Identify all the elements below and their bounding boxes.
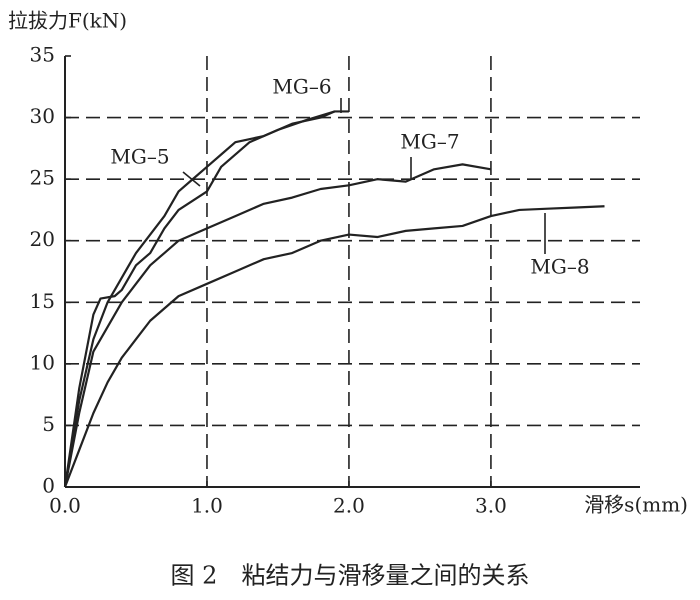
x-tick-label: 2.0 — [333, 494, 365, 518]
y-tick-label: 30 — [30, 104, 55, 128]
y-tick-label: 25 — [30, 166, 55, 190]
x-tick-label: 1.0 — [191, 494, 223, 518]
y-tick-label: 15 — [30, 289, 55, 313]
series-label: MG–6 — [272, 75, 331, 99]
series-line — [63, 110, 349, 488]
series-label: MG–8 — [530, 255, 589, 279]
y-tick-label: 0 — [42, 474, 55, 498]
x-tick-label: 0.0 — [49, 494, 81, 518]
series-label: MG–7 — [400, 130, 459, 154]
y-tick-label: 35 — [30, 43, 55, 67]
y-tick-label: 10 — [30, 350, 55, 374]
series-line — [63, 163, 492, 488]
series-label: MG–5 — [110, 145, 169, 169]
x-axis-label: 滑移s(mm) — [584, 493, 688, 517]
label-leader — [182, 171, 201, 187]
series-line — [63, 205, 605, 488]
series-line — [63, 110, 336, 488]
y-axis-label: 拉拔力F(kN) — [8, 9, 127, 33]
y-tick-label: 20 — [30, 227, 55, 251]
caption: 图 2 粘结力与滑移量之间的关系 — [171, 562, 530, 590]
y-tick-label: 5 — [42, 412, 55, 436]
x-tick-label: 3.0 — [475, 494, 507, 518]
